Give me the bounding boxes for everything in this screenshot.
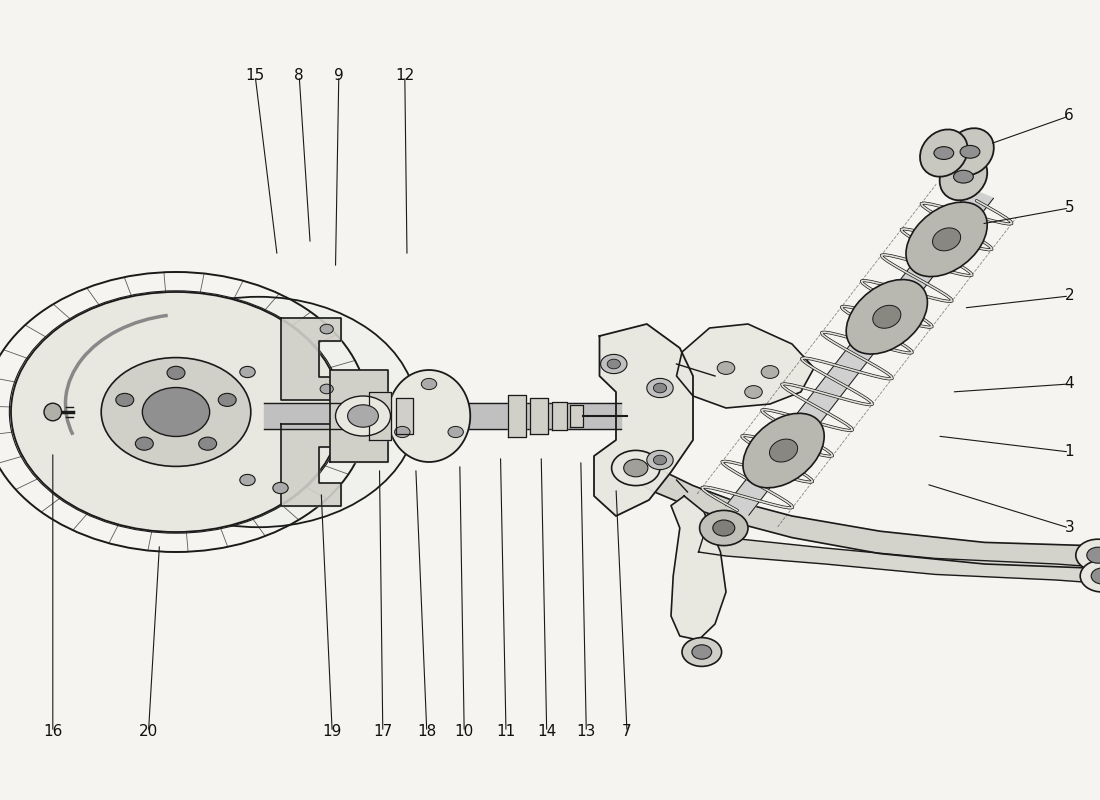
Circle shape — [142, 387, 210, 437]
Circle shape — [1091, 568, 1100, 584]
Text: 12: 12 — [395, 69, 415, 83]
Circle shape — [1076, 539, 1100, 571]
Ellipse shape — [933, 228, 960, 251]
Polygon shape — [530, 398, 548, 434]
Ellipse shape — [770, 439, 798, 462]
Text: 8: 8 — [295, 69, 304, 83]
Circle shape — [717, 362, 735, 374]
Circle shape — [607, 359, 620, 369]
Text: 4: 4 — [1065, 377, 1074, 391]
Text: 18: 18 — [417, 725, 437, 739]
Circle shape — [612, 450, 660, 486]
Polygon shape — [726, 189, 993, 515]
Circle shape — [653, 383, 667, 393]
Circle shape — [395, 426, 410, 438]
Circle shape — [682, 638, 722, 666]
Polygon shape — [552, 402, 567, 430]
Circle shape — [647, 450, 673, 470]
Text: 2: 2 — [1065, 289, 1074, 303]
Circle shape — [421, 378, 437, 390]
Circle shape — [116, 394, 134, 406]
Polygon shape — [594, 324, 693, 516]
Polygon shape — [280, 423, 341, 506]
Circle shape — [348, 405, 378, 427]
Circle shape — [135, 437, 153, 450]
Text: 15: 15 — [245, 69, 265, 83]
Ellipse shape — [954, 170, 974, 183]
Text: 20: 20 — [139, 725, 158, 739]
Ellipse shape — [872, 306, 901, 328]
Polygon shape — [698, 534, 1100, 584]
Circle shape — [601, 354, 627, 374]
Circle shape — [624, 459, 648, 477]
Text: 3: 3 — [1065, 521, 1074, 535]
Polygon shape — [264, 403, 622, 429]
Circle shape — [273, 482, 288, 494]
Circle shape — [199, 437, 217, 450]
Text: 6: 6 — [1065, 109, 1074, 123]
Polygon shape — [396, 398, 412, 434]
Ellipse shape — [939, 153, 988, 200]
Text: 9: 9 — [334, 69, 343, 83]
Ellipse shape — [387, 370, 471, 462]
Ellipse shape — [960, 146, 980, 158]
Circle shape — [240, 474, 255, 486]
Circle shape — [653, 455, 667, 465]
Circle shape — [1087, 547, 1100, 563]
Ellipse shape — [742, 414, 824, 488]
Polygon shape — [368, 392, 390, 440]
Polygon shape — [280, 318, 341, 401]
Text: 7: 7 — [623, 725, 631, 739]
Ellipse shape — [934, 146, 954, 159]
Ellipse shape — [946, 128, 993, 175]
Polygon shape — [632, 458, 1100, 568]
Text: 1: 1 — [1065, 445, 1074, 459]
Circle shape — [100, 297, 417, 527]
Circle shape — [1080, 560, 1100, 592]
Text: 11: 11 — [496, 725, 516, 739]
Ellipse shape — [846, 279, 927, 354]
Circle shape — [101, 358, 251, 466]
Text: 14: 14 — [537, 725, 557, 739]
Polygon shape — [676, 324, 814, 408]
Circle shape — [761, 366, 779, 378]
Circle shape — [320, 384, 333, 394]
Circle shape — [448, 426, 463, 438]
Circle shape — [167, 366, 185, 379]
Text: 17: 17 — [373, 725, 393, 739]
Polygon shape — [570, 405, 583, 427]
Text: 13: 13 — [576, 725, 596, 739]
Ellipse shape — [920, 130, 968, 177]
Text: 5: 5 — [1065, 201, 1074, 215]
Circle shape — [745, 386, 762, 398]
Circle shape — [713, 520, 735, 536]
Text: 16: 16 — [43, 725, 63, 739]
Circle shape — [320, 324, 333, 334]
Circle shape — [700, 510, 748, 546]
Text: 19: 19 — [322, 725, 342, 739]
Circle shape — [647, 378, 673, 398]
Polygon shape — [330, 370, 388, 462]
Text: 10: 10 — [454, 725, 474, 739]
Polygon shape — [671, 496, 726, 640]
Ellipse shape — [906, 202, 987, 277]
Circle shape — [692, 645, 712, 659]
Circle shape — [240, 366, 255, 378]
Circle shape — [11, 292, 341, 532]
Circle shape — [218, 394, 236, 406]
Ellipse shape — [44, 403, 62, 421]
Circle shape — [336, 396, 390, 436]
Polygon shape — [508, 395, 526, 437]
